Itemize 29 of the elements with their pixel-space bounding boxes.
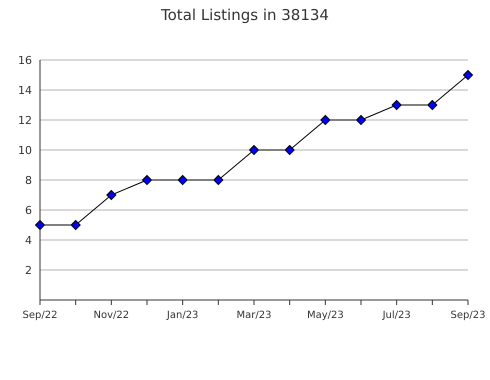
point	[106, 190, 116, 200]
point	[284, 145, 295, 155]
point	[463, 70, 473, 80]
x-tick-label: Nov/22	[94, 310, 130, 321]
point	[178, 175, 188, 185]
chart-title: Total Listings in 38134	[160, 6, 329, 24]
y-tick-label: 10	[18, 144, 32, 157]
point	[392, 100, 402, 110]
point	[427, 100, 438, 110]
point	[249, 145, 259, 155]
point	[142, 175, 152, 185]
y-tick-label: 8	[25, 174, 32, 187]
x-tick-label: May/23	[306, 310, 344, 321]
point	[356, 115, 366, 125]
x-tick-label: Jul/23	[382, 310, 411, 321]
x-tick-label: Sep/22	[22, 310, 58, 321]
x-tick-label: Jan/23	[166, 310, 198, 321]
point	[320, 115, 330, 125]
y-tick-label: 6	[25, 204, 32, 217]
point	[213, 175, 224, 185]
y-tick-label: 2	[25, 264, 32, 277]
y-tick-label: 4	[25, 234, 32, 247]
y-tick-label: 16	[18, 54, 32, 67]
y-tick-label: 12	[18, 114, 32, 127]
x-tick-label: Sep/23	[450, 310, 486, 321]
point	[70, 220, 81, 230]
point	[35, 220, 45, 230]
y-tick-label: 14	[18, 84, 32, 97]
x-tick-label: Mar/23	[236, 310, 272, 321]
